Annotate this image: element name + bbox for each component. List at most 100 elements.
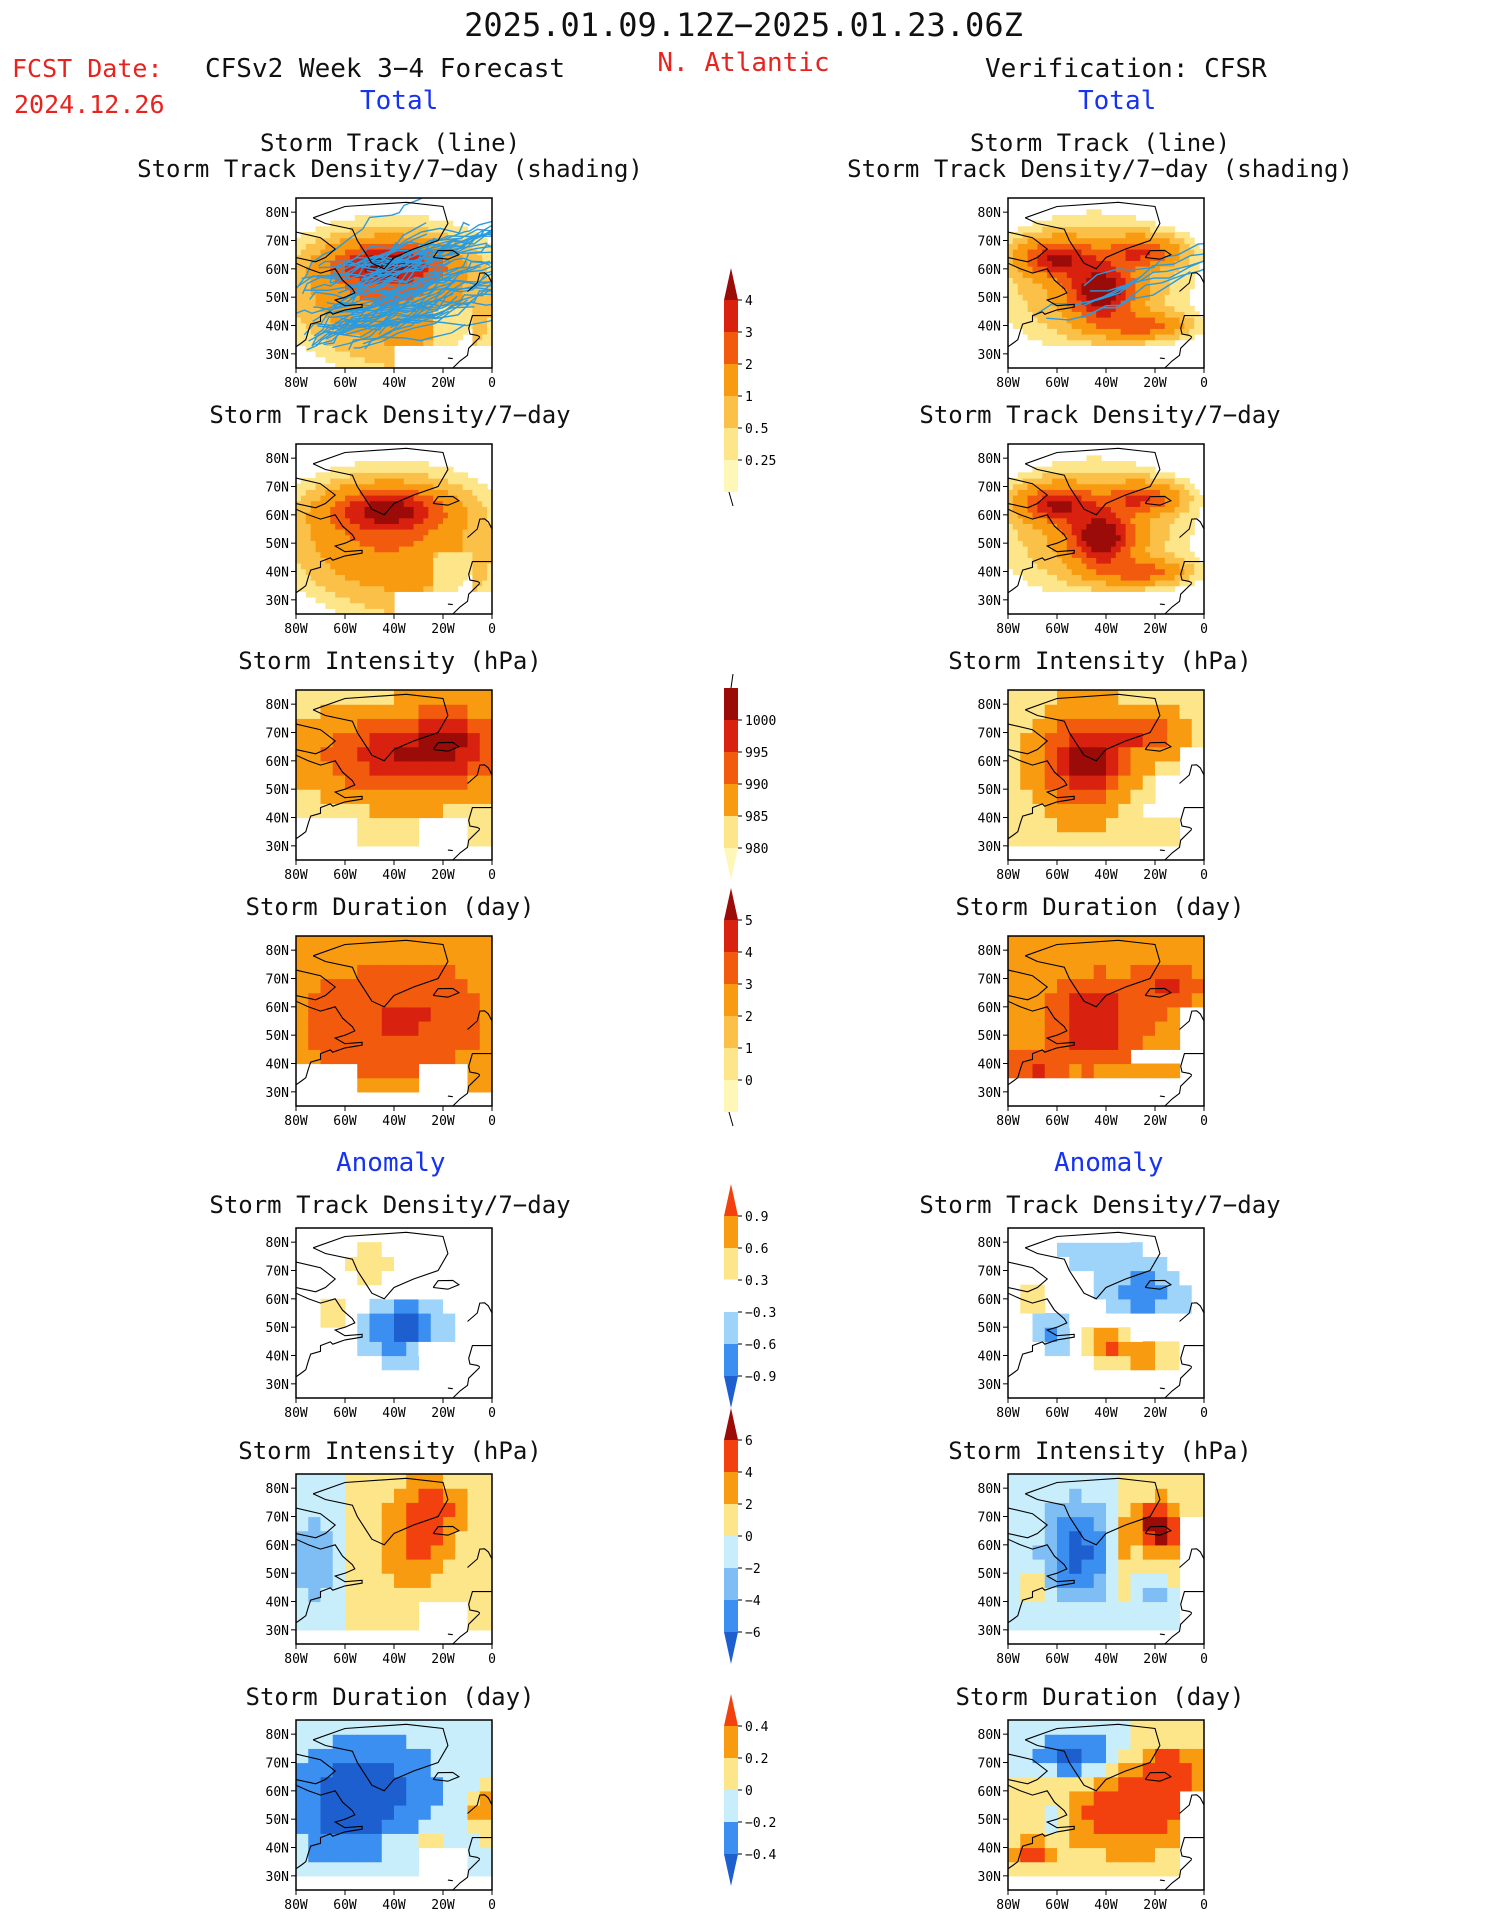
shading-cell bbox=[1130, 1341, 1144, 1357]
shading-cell bbox=[1022, 249, 1029, 256]
shading-cell bbox=[1110, 220, 1117, 227]
shading-cell bbox=[1020, 732, 1034, 748]
x-tick-label: 40W bbox=[1094, 622, 1118, 637]
shading-cell bbox=[467, 1516, 481, 1532]
shading-cell bbox=[335, 254, 341, 261]
shading-cell bbox=[1120, 220, 1127, 227]
shading-cell bbox=[1032, 483, 1038, 490]
shading-cell bbox=[1066, 585, 1073, 592]
shading-cell bbox=[384, 260, 390, 267]
shading-cell bbox=[374, 529, 380, 536]
shading-cell bbox=[1012, 260, 1019, 267]
shading-cell bbox=[1115, 540, 1122, 547]
shading-cell bbox=[433, 322, 439, 329]
shading-cell bbox=[1022, 512, 1029, 519]
shading-cell bbox=[374, 294, 380, 301]
shading-cell bbox=[1091, 557, 1097, 564]
shading-cell bbox=[487, 517, 492, 524]
shading-cell bbox=[349, 220, 356, 227]
shading-cell bbox=[369, 495, 375, 502]
shading-cell bbox=[1106, 585, 1112, 592]
shading-cell bbox=[1199, 495, 1204, 502]
shading-cell bbox=[482, 517, 488, 524]
shading-cell bbox=[447, 540, 454, 547]
shading-cell bbox=[364, 551, 371, 558]
panel-title: Storm Intensity (hPa) bbox=[948, 1437, 1252, 1465]
shading-cell bbox=[1130, 546, 1136, 553]
shading-cell bbox=[332, 1049, 346, 1065]
shading-cell bbox=[1076, 339, 1083, 346]
shading-cell bbox=[1071, 534, 1078, 541]
shading-cell bbox=[394, 529, 400, 536]
shading-cell bbox=[1096, 260, 1102, 267]
shading-cell bbox=[1135, 489, 1141, 496]
shading-cell bbox=[349, 277, 356, 284]
shading-cell bbox=[467, 288, 473, 295]
shading-cell bbox=[1066, 529, 1073, 536]
shading-cell bbox=[1081, 472, 1087, 479]
shading-cell bbox=[1101, 266, 1107, 273]
shading-cell bbox=[1120, 551, 1127, 558]
shading-cell bbox=[310, 294, 317, 301]
shading-cell bbox=[1174, 283, 1181, 290]
shading-cell bbox=[1106, 992, 1119, 1008]
shading-cell bbox=[1032, 294, 1038, 301]
shading-cell bbox=[1027, 288, 1034, 295]
shading-cell bbox=[1179, 580, 1185, 587]
shading-cell bbox=[345, 1488, 358, 1503]
shading-cell bbox=[325, 585, 331, 592]
storm-track-line bbox=[354, 257, 492, 325]
shading-cell bbox=[1008, 936, 1021, 951]
shading-cell bbox=[406, 1327, 420, 1342]
shading-cell bbox=[443, 529, 449, 536]
shading-cell bbox=[479, 1077, 492, 1093]
shading-cell bbox=[1037, 243, 1043, 250]
shading-cell bbox=[438, 557, 444, 564]
shading-cell bbox=[1081, 775, 1095, 790]
shading-cell bbox=[1012, 529, 1019, 536]
shading-cell bbox=[1066, 232, 1073, 239]
shading-cell bbox=[296, 1615, 309, 1631]
coastline bbox=[1008, 231, 1049, 263]
shading-cell bbox=[310, 328, 317, 335]
shading-cell bbox=[443, 534, 449, 541]
shading-cell bbox=[345, 540, 351, 547]
shading-cell bbox=[1115, 472, 1122, 479]
shading-cell bbox=[310, 591, 317, 598]
shading-cell bbox=[1106, 328, 1112, 335]
shading-cell bbox=[1037, 512, 1043, 519]
shading-cell bbox=[335, 534, 341, 541]
shading-cell bbox=[1027, 294, 1034, 301]
shading-cell bbox=[325, 345, 331, 352]
shading-cell bbox=[1047, 339, 1053, 346]
shading-cell bbox=[1047, 483, 1053, 490]
shading-cell bbox=[394, 690, 407, 705]
shading-cell bbox=[1155, 271, 1161, 278]
shading-cell bbox=[398, 540, 405, 547]
shading-cell bbox=[1066, 260, 1073, 267]
storm-track-line bbox=[318, 241, 397, 269]
shading-cell bbox=[1150, 339, 1156, 346]
shading-cell bbox=[452, 339, 459, 346]
shading-cell bbox=[349, 568, 356, 575]
shading-cell bbox=[357, 1502, 371, 1518]
shading-cell bbox=[1061, 339, 1068, 346]
shading-cell bbox=[1020, 1488, 1034, 1503]
shading-cell bbox=[487, 546, 492, 553]
shading-cell bbox=[1032, 817, 1046, 833]
shading-cell bbox=[364, 232, 371, 239]
shading-cell bbox=[418, 551, 424, 558]
shading-cell bbox=[423, 506, 429, 513]
shading-cell bbox=[1052, 500, 1058, 507]
anomaly-label-right: Anomaly bbox=[1054, 1148, 1164, 1178]
shading-cell bbox=[300, 322, 307, 329]
shading-cell bbox=[452, 580, 459, 587]
shading-cell bbox=[369, 534, 375, 541]
shading-cell bbox=[418, 950, 432, 965]
coastlines bbox=[1008, 447, 1204, 614]
shading-cell bbox=[1008, 1049, 1021, 1065]
shading-cell bbox=[1155, 232, 1161, 239]
shading-cell bbox=[1081, 563, 1087, 570]
shading-cell bbox=[1167, 732, 1181, 748]
shading-cell bbox=[394, 495, 400, 502]
